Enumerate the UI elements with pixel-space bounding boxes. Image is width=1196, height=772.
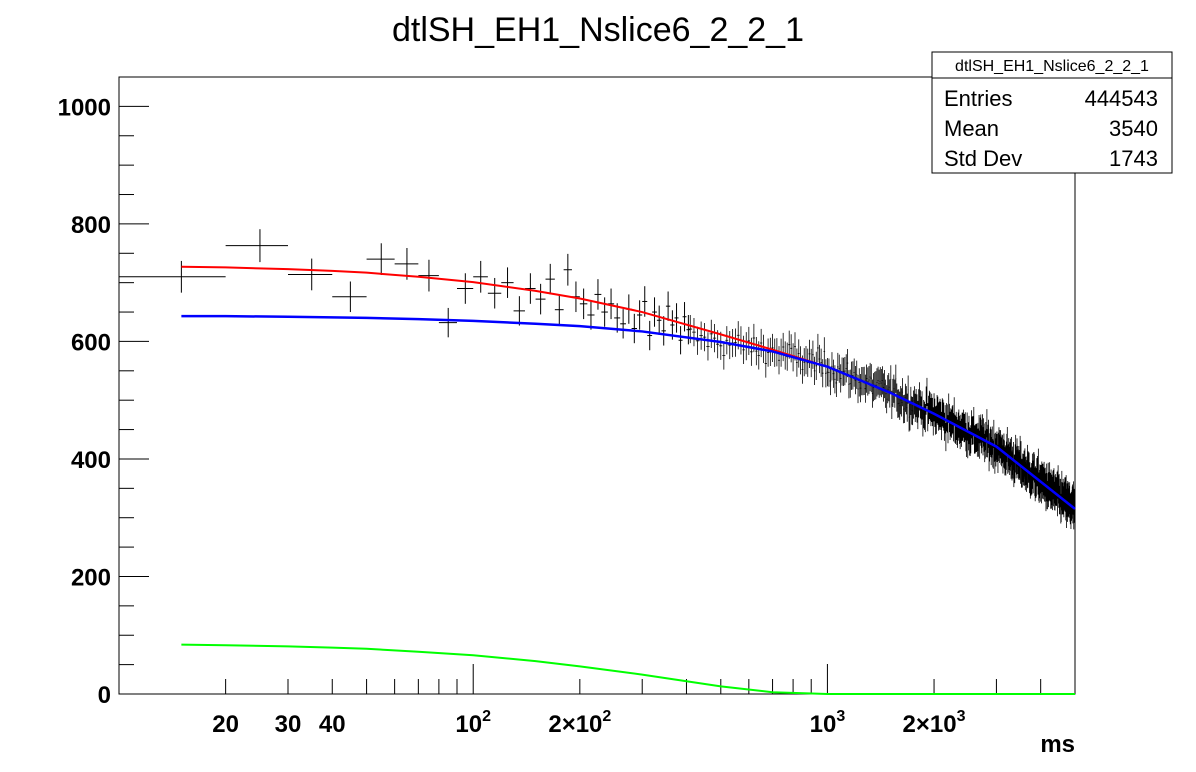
hist-point [620,309,627,339]
y-tick-label: 600 [71,329,111,356]
x-tick-label: 20 [212,711,239,738]
hist-point [418,259,439,292]
chart-title: dtlSH_EH1_Nslice6_2_2_1 [392,11,804,49]
stats-stddev-value: 1743 [1109,146,1158,171]
x-tick-label: 2×103 [903,708,966,738]
fit-line-red [181,265,1076,510]
hist-point [674,303,679,333]
stats-entries-value: 444543 [1085,86,1158,111]
stats-entries-label: Entries [944,86,1012,111]
hist-point [394,247,419,280]
hist-point [686,314,691,345]
fit-lines [181,265,1076,695]
x-tick-label: 2×102 [548,708,611,738]
hist-point [501,267,514,298]
hist-point [366,243,395,276]
hist-point [601,297,608,327]
hist-point [652,297,657,327]
hist-point [563,253,572,286]
y-tick-label: 0 [98,682,111,709]
x-tick-label: 102 [455,708,491,738]
hist-point [614,303,621,333]
hist-point [535,283,546,315]
hist-point [678,326,683,355]
plot-frame [118,76,1076,695]
hist-point [594,279,602,310]
hist-point [487,277,502,309]
x-axis-tick-labels: 20 30 40 102 2×102 103 2×103 [212,708,965,738]
hist-point [656,305,662,335]
hist-dense-band [688,314,1076,530]
x-tick-label: 40 [319,711,346,738]
hist-point [661,316,666,346]
hist-point [225,229,289,263]
hist-point [647,320,653,351]
y-tick-label: 200 [71,564,111,591]
hist-point [554,295,564,325]
hist-point [545,263,555,295]
hist-point [288,258,333,291]
hist-point [682,302,687,332]
stats-box-title: dtlSH_EH1_Nslice6_2_2_1 [955,58,1149,75]
hist-point [631,313,637,344]
stats-mean-value: 3540 [1109,116,1158,141]
y-axis-tick-labels: 0 200 400 600 800 1000 [58,94,111,709]
x-axis-label: ms [1040,731,1075,758]
stats-mean-label: Mean [944,116,999,141]
y-tick-label: 800 [71,212,111,239]
x-axis-ticks [118,664,1076,694]
fit-line-blue [181,314,1076,510]
hist-point [665,291,671,321]
x-tick-label: 103 [810,708,846,738]
fit-line-green [181,643,1075,695]
hist-point [587,300,595,330]
x-tick-label: 30 [275,711,302,738]
y-axis-ticks [119,76,149,695]
hist-point [119,260,226,293]
stats-box: dtlSH_EH1_Nslice6_2_2_1 Entries 444543 M… [931,51,1173,174]
y-tick-label: 1000 [58,94,111,121]
hist-point [642,286,648,317]
histogram-points [119,229,1076,530]
hist-point [636,300,643,330]
hist-point [524,273,536,304]
y-tick-label: 400 [71,447,111,474]
hist-point [579,288,588,320]
stats-stddev-label: Std Dev [944,146,1022,171]
hist-point [438,307,458,338]
hist-point [513,296,525,326]
hist-point [332,281,367,313]
hist-point [457,273,474,304]
hist-point [473,260,488,293]
